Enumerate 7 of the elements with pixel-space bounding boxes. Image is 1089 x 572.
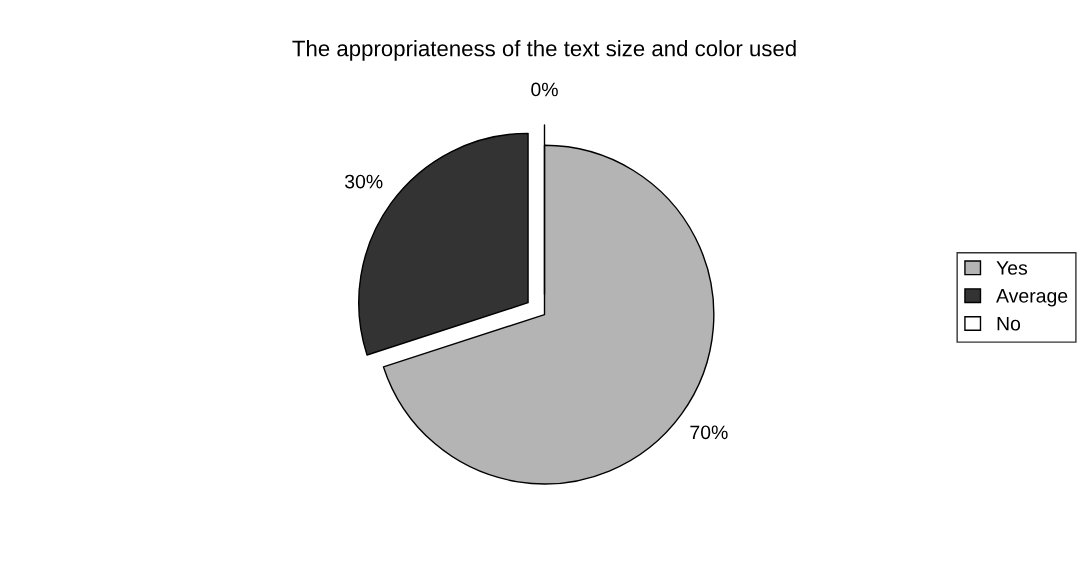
text: 0% [531, 82, 558, 97]
data-label: 30% [344, 174, 383, 189]
legend-label: Yes [996, 261, 1028, 275]
legend-label: No [997, 316, 1021, 331]
legend-label: Average [996, 289, 1068, 307]
chart-title: The appropriateness of the text size and color used [292, 40, 796, 61]
data-label: 70% [690, 425, 728, 440]
